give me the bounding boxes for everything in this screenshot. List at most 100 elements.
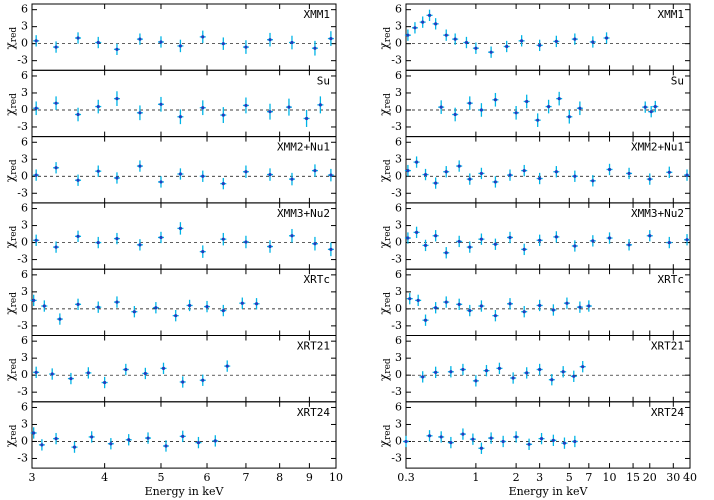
panel-label: XRT21 xyxy=(297,340,330,353)
data-point xyxy=(159,102,163,106)
data-point xyxy=(201,35,205,39)
data-point xyxy=(457,239,461,244)
y-tick-label: 3 xyxy=(395,152,402,165)
y-axis-label: χred xyxy=(3,225,19,248)
data-point xyxy=(581,365,585,369)
data-point xyxy=(468,308,472,313)
y-axis-symbol: χ xyxy=(377,240,391,248)
data-point xyxy=(538,176,542,181)
data-point xyxy=(244,45,248,49)
y-tick-label: -3 xyxy=(17,186,28,199)
data-point xyxy=(653,104,657,109)
data-point xyxy=(479,108,484,112)
x-tick-label: 9 xyxy=(306,471,313,484)
data-point xyxy=(514,435,518,439)
x-tick-label: 10 xyxy=(329,471,343,484)
data-point xyxy=(159,40,163,44)
y-tick-label: 6 xyxy=(21,69,28,82)
panel-label: XMM1 xyxy=(304,8,331,21)
data-points xyxy=(30,294,260,325)
y-axis-symbol: χ xyxy=(377,174,391,182)
data-point xyxy=(461,367,465,372)
data-point xyxy=(551,308,555,312)
y-axis-label: χred xyxy=(377,225,393,248)
y-axis-subscript: red xyxy=(383,93,393,109)
y-axis-label: χred xyxy=(377,358,393,381)
panel-label: XMM1 xyxy=(658,8,685,21)
data-point xyxy=(607,167,612,172)
data-point xyxy=(573,174,577,178)
data-point xyxy=(471,437,475,441)
data-point xyxy=(406,169,410,173)
data-point xyxy=(567,115,571,119)
data-point xyxy=(90,435,94,439)
data-point xyxy=(434,306,438,310)
data-point xyxy=(76,234,80,238)
panel-frame xyxy=(405,335,691,403)
data-point xyxy=(159,235,163,240)
y-tick-label: 6 xyxy=(395,69,402,82)
data-point xyxy=(201,174,205,178)
data-point xyxy=(213,439,217,443)
y-tick-label: 3 xyxy=(395,285,402,298)
data-point xyxy=(572,374,576,378)
y-tick-label: 3 xyxy=(21,219,28,232)
y-axis-label: χred xyxy=(3,93,19,116)
data-point xyxy=(221,308,225,313)
data-point xyxy=(685,173,689,177)
data-point xyxy=(34,39,38,43)
data-point xyxy=(546,104,551,109)
data-point xyxy=(124,367,128,372)
data-point xyxy=(591,40,595,44)
data-point xyxy=(434,22,438,26)
y-tick-label: 0 xyxy=(21,368,28,381)
y-tick-label: 3 xyxy=(21,285,28,298)
data-point xyxy=(565,301,569,305)
data-point xyxy=(201,106,205,110)
data-point xyxy=(444,170,448,174)
data-point xyxy=(313,169,317,173)
data-point xyxy=(181,380,185,384)
y-axis-symbol: χ xyxy=(3,108,17,116)
data-point xyxy=(464,40,469,45)
x-axis-label: Energy in keV xyxy=(145,485,225,498)
data-point xyxy=(554,170,558,174)
y-axis-symbol: χ xyxy=(3,41,17,49)
data-point xyxy=(522,169,526,173)
data-point xyxy=(423,172,428,177)
data-point xyxy=(474,46,478,50)
data-point xyxy=(444,251,448,255)
data-point xyxy=(479,304,484,308)
data-point xyxy=(115,300,119,304)
x-tick-label: 1 xyxy=(472,471,479,484)
x-tick-label: 2 xyxy=(513,471,520,484)
data-point xyxy=(109,442,113,446)
data-points xyxy=(419,361,586,387)
panel-label: Su xyxy=(317,74,330,87)
data-point xyxy=(538,43,542,47)
data-point xyxy=(115,176,119,180)
data-point xyxy=(132,310,136,314)
data-points xyxy=(404,9,610,58)
y-tick-label: 0 xyxy=(395,37,402,50)
data-point xyxy=(648,177,652,181)
data-point xyxy=(138,111,142,115)
data-point xyxy=(268,172,272,177)
y-tick-label: 6 xyxy=(21,400,28,413)
data-point xyxy=(54,45,58,49)
y-axis-label: χred xyxy=(377,27,393,50)
y-axis-symbol: χ xyxy=(377,373,391,381)
y-axis-subscript: red xyxy=(9,159,19,175)
data-points xyxy=(404,156,691,189)
y-axis-label: χred xyxy=(3,292,19,315)
data-point xyxy=(290,177,294,181)
data-point xyxy=(221,182,225,186)
y-tick-label: -3 xyxy=(17,319,28,332)
data-point xyxy=(550,378,554,382)
data-point xyxy=(493,242,498,246)
data-point xyxy=(187,303,192,308)
y-tick-label: 0 xyxy=(21,302,28,315)
x-tick-label: 4 xyxy=(101,471,108,484)
data-point xyxy=(268,244,272,249)
